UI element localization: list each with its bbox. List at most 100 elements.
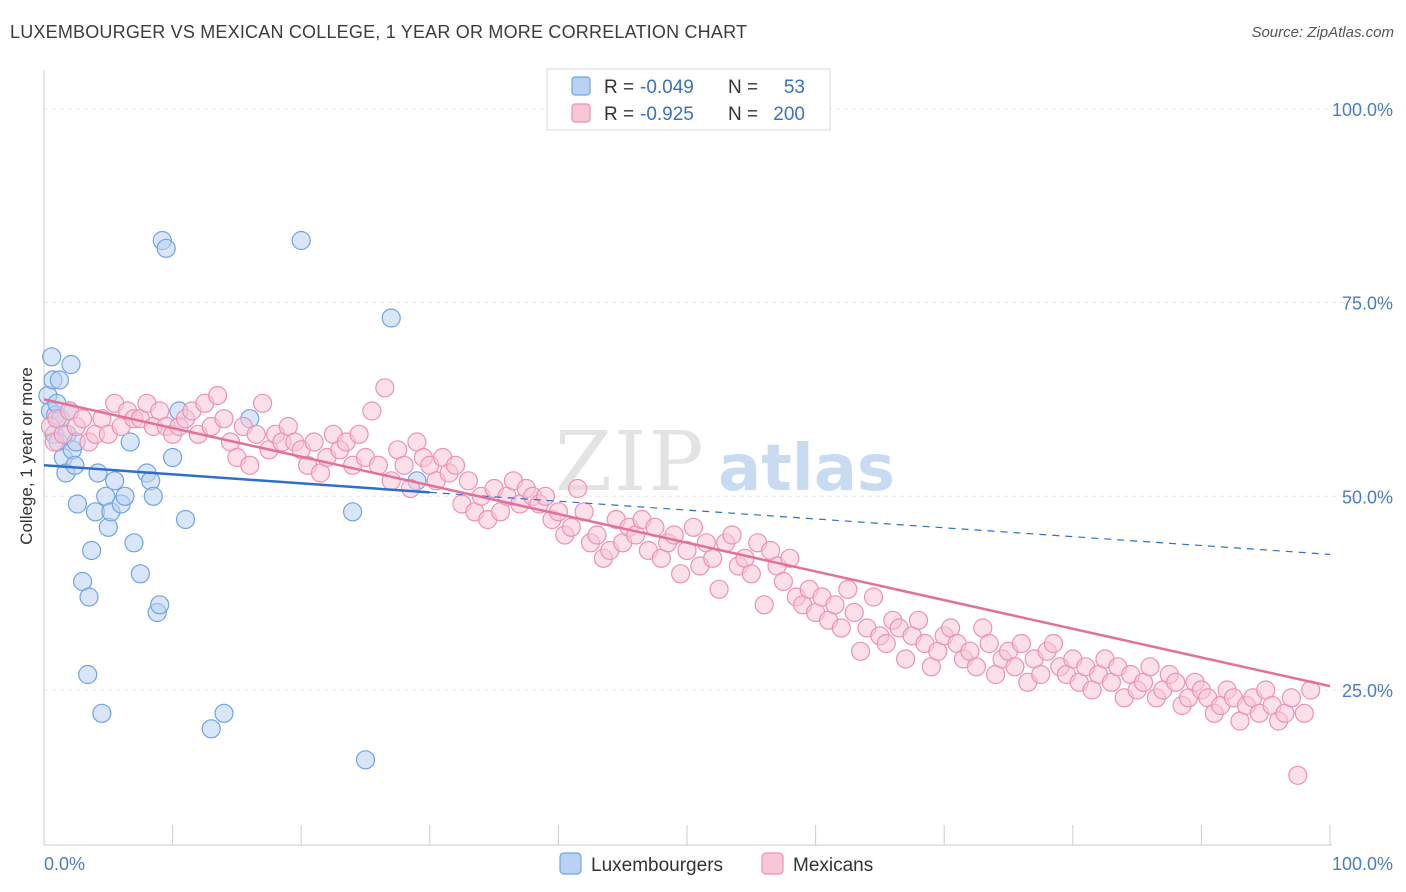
mexicans-point-27 — [208, 385, 228, 406]
luxembourgers-point-44 — [175, 509, 196, 530]
luxembourgers-point-17 — [49, 370, 70, 390]
mexicans-point-136 — [908, 610, 929, 630]
series-luxembourgers-points — [38, 230, 427, 770]
mexicans-point-126 — [844, 602, 864, 623]
trend-lines — [43, 398, 1331, 688]
mexicans-point-83 — [568, 478, 588, 499]
luxembourgers-point-42 — [163, 447, 183, 468]
y-tick-label-3: 25.0% — [1342, 681, 1393, 701]
mexicans-point-34 — [253, 393, 273, 413]
mexicans-point-124 — [831, 618, 851, 638]
bottom-legend: Luxembourgers Mexicans — [559, 852, 873, 876]
luxembourgers-point-48 — [291, 230, 311, 251]
watermark-atlas: atlas — [718, 432, 895, 506]
luxembourgers-point-16 — [42, 347, 62, 367]
mexicans-point-172 — [1140, 657, 1160, 677]
luxembourgers-point-12 — [61, 354, 81, 375]
x-tick-labels: 0.0% 100.0% — [44, 854, 1393, 874]
mexicans-point-57 — [400, 478, 421, 499]
mexicans-point-194 — [1281, 688, 1302, 708]
luxembourgers-point-45 — [201, 719, 221, 739]
luxembourgers-point-50 — [355, 750, 376, 770]
y-tick-labels: 100.0% 75.0% 50.0% 25.0% — [1332, 100, 1393, 701]
mexicans-point-32 — [240, 455, 260, 475]
luxembourgers-point-37 — [143, 486, 163, 506]
mexicans-point-115 — [773, 571, 794, 592]
grid-lines — [44, 108, 1395, 691]
mexicans-point-99 — [670, 564, 691, 584]
bottom-legend-label-mexicans: Mexicans — [793, 855, 873, 876]
mexicans-point-147 — [979, 633, 999, 654]
mexicans-point-82 — [561, 517, 581, 537]
mexicans-point-131 — [876, 633, 896, 654]
mexicans-point-66 — [458, 471, 478, 491]
luxembourgers-point-32 — [120, 432, 140, 452]
mexicans-point-176 — [1166, 672, 1186, 692]
luxembourgers-point-39 — [150, 595, 170, 615]
chart-title: LUXEMBOURGER VS MEXICAN COLLEGE, 1 YEAR … — [10, 22, 748, 42]
mexicans-point-49 — [349, 424, 369, 444]
mexicans-point-64 — [445, 455, 466, 475]
legend-n-value-1: 53 — [784, 77, 805, 98]
luxembourgers-point-33 — [124, 533, 144, 553]
y-tick-label-1: 75.0% — [1342, 294, 1393, 314]
trend-line-luxembourgers-solid — [43, 464, 430, 494]
luxembourgers-point-20 — [78, 664, 98, 685]
luxembourgers-point-24 — [88, 463, 108, 483]
mexicans-point-6 — [72, 409, 93, 429]
mexicans-point-145 — [966, 657, 987, 677]
bottom-legend-swatch-luxembourgers — [559, 852, 582, 875]
luxembourgers-point-51 — [381, 308, 401, 328]
luxembourgers-point-21 — [79, 587, 99, 607]
y-axis-label: College, 1 year or more — [17, 367, 36, 545]
mexicans-point-123 — [825, 595, 845, 615]
legend-r-value-1: -0.049 — [640, 77, 694, 98]
luxembourgers-point-46 — [214, 703, 234, 723]
legend-n-value-2: 200 — [773, 104, 805, 125]
luxembourgers-point-29 — [105, 471, 125, 491]
legend-box: R = -0.049 N = 53 R = -0.925 N = 200 — [546, 68, 831, 131]
mexicans-point-28 — [214, 409, 234, 429]
mexicans-point-104 — [703, 548, 723, 568]
mexicans-point-134 — [895, 649, 916, 669]
y-tick-label-2: 50.0% — [1342, 487, 1393, 507]
legend-n-label-2: N = — [728, 104, 758, 125]
mexicans-point-112 — [754, 595, 774, 615]
mexicans-point-105 — [709, 579, 729, 599]
legend-swatch-mexicans — [571, 103, 591, 123]
mexicans-point-101 — [683, 517, 704, 537]
mexicans-point-86 — [587, 525, 607, 545]
y-tick-label-0: 100.0% — [1332, 100, 1393, 120]
axes — [43, 70, 1332, 846]
mexicans-point-116 — [780, 548, 800, 568]
luxembourgers-point-41 — [156, 238, 176, 258]
legend-swatch-luxembourgers — [571, 76, 591, 96]
mexicans-point-33 — [246, 424, 266, 444]
legend-r-label-2: R = — [604, 104, 634, 125]
bottom-legend-swatch-mexicans — [761, 852, 784, 875]
luxembourgers-point-18 — [67, 494, 88, 514]
mexicans-point-151 — [1005, 657, 1025, 677]
mexicans-point-53 — [375, 378, 395, 398]
mexicans-point-56 — [394, 455, 414, 475]
luxembourgers-point-31 — [115, 486, 135, 506]
x-tick-label-1: 100.0% — [1332, 854, 1393, 874]
legend-r-label-1: R = — [604, 77, 634, 98]
mexicans-point-157 — [1043, 633, 1064, 654]
mexicans-point-155 — [1031, 664, 1051, 685]
series-mexicans-points — [40, 378, 1321, 785]
mexicans-point-78 — [535, 486, 556, 506]
mexicans-point-196 — [1294, 703, 1314, 723]
mexicans-point-42 — [304, 432, 324, 452]
mexicans-point-127 — [850, 641, 871, 661]
luxembourgers-point-25 — [92, 703, 112, 723]
trend-line-mexicans — [43, 398, 1331, 688]
luxembourgers-point-49 — [343, 502, 363, 522]
mexicans-point-152 — [1011, 633, 1032, 654]
x-tick-label-0: 0.0% — [44, 854, 85, 874]
watermark: ZIP atlas — [555, 415, 895, 510]
mexicans-point-129 — [863, 587, 884, 607]
luxembourgers-point-34 — [130, 564, 150, 584]
legend-n-label-1: N = — [728, 77, 758, 98]
